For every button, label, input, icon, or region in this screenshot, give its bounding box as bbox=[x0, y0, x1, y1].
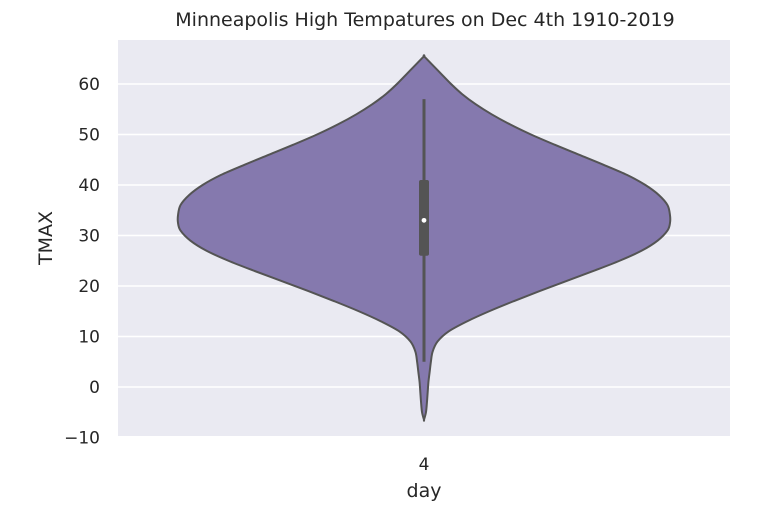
y-axis: −10 0 10 20 30 40 50 60 bbox=[64, 75, 100, 449]
violin-group bbox=[176, 54, 672, 422]
iqr-box bbox=[419, 179, 429, 256]
y-axis-label: TMAX bbox=[35, 211, 57, 266]
y-tick-label: 40 bbox=[78, 176, 100, 196]
y-tick-label: 60 bbox=[78, 75, 100, 95]
y-tick-label: 20 bbox=[78, 277, 100, 297]
x-axis-label: day bbox=[407, 480, 442, 502]
median-dot bbox=[421, 217, 427, 223]
chart-title: Minneapolis High Tempatures on Dec 4th 1… bbox=[175, 9, 674, 31]
y-tick-label: 30 bbox=[78, 227, 100, 247]
y-tick-label: 50 bbox=[78, 126, 100, 146]
x-tick-label: 4 bbox=[419, 455, 430, 475]
x-axis: 4 bbox=[419, 455, 430, 475]
y-tick-label: −10 bbox=[64, 429, 100, 449]
y-tick-label: 0 bbox=[89, 378, 100, 398]
y-tick-label: 10 bbox=[78, 328, 100, 348]
